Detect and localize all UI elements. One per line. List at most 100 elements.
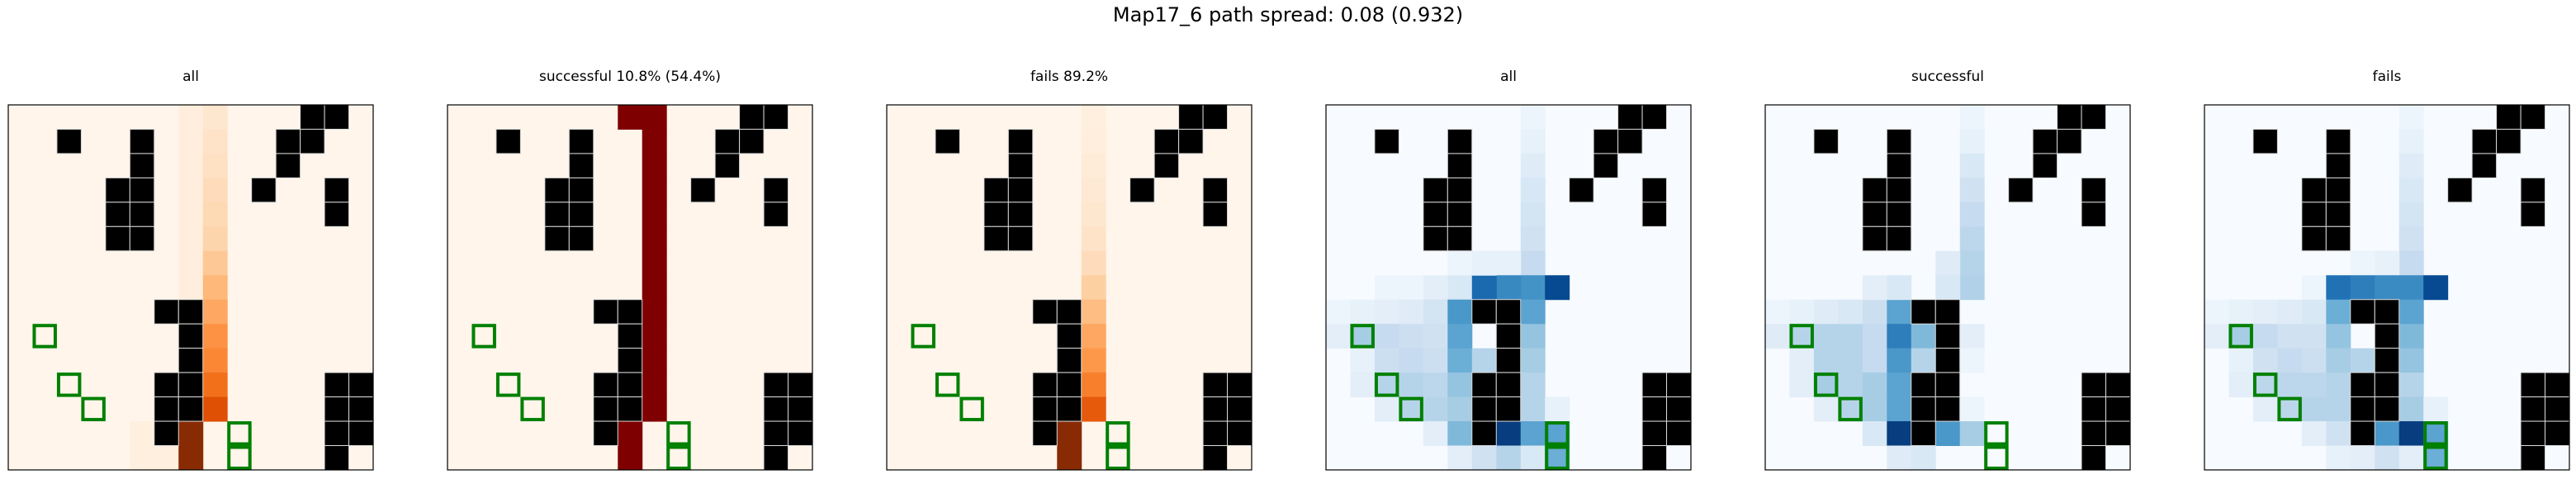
- wall-cell: [2374, 323, 2400, 349]
- wall-cell: [568, 202, 594, 227]
- goal-marker: [911, 324, 935, 349]
- heatmap-cell: [1959, 129, 1985, 154]
- heatmap-cell: [2398, 445, 2424, 471]
- wall-cell: [617, 299, 643, 325]
- heatmap-cell: [642, 299, 667, 325]
- panel-frame: [2204, 104, 2570, 471]
- heatmap-cell: [642, 226, 667, 252]
- heatmap-cell: [2326, 396, 2351, 422]
- goal-marker: [1374, 372, 1399, 397]
- heatmap-cell: [2350, 250, 2375, 276]
- wall-cell: [1032, 396, 1058, 422]
- wall-cell: [1227, 396, 1252, 422]
- wall-cell: [2545, 396, 2570, 422]
- heatmap-cell: [1081, 250, 1106, 276]
- heatmap-cell: [618, 105, 643, 130]
- heatmap-cell: [2398, 153, 2424, 178]
- wall-cell: [1032, 420, 1058, 447]
- wall-cell: [763, 177, 789, 203]
- wall-cell: [1423, 177, 1448, 203]
- heatmap-cell: [1520, 372, 1546, 398]
- wall-cell: [2008, 177, 2034, 203]
- wall-cell: [2350, 372, 2375, 398]
- wall-cell: [2081, 202, 2107, 227]
- heatmap-cell: [1081, 348, 1106, 373]
- wall-cell: [1007, 177, 1034, 203]
- heatmap-cell: [1911, 324, 1936, 349]
- wall-cell: [788, 420, 813, 447]
- heatmap-cell: [2398, 129, 2424, 154]
- wall-cell: [1423, 202, 1448, 227]
- wall-cell: [1153, 128, 1180, 154]
- heatmap-cell: [2326, 299, 2351, 325]
- heatmap-cell: [1887, 372, 1912, 398]
- wall-cell: [1447, 202, 1473, 227]
- heatmap-cell: [1789, 372, 1815, 398]
- heatmap-cell: [2252, 299, 2278, 325]
- heatmap-cell: [1081, 299, 1106, 325]
- wall-cell: [714, 153, 741, 178]
- heatmap-cell: [2252, 396, 2278, 422]
- wall-cell: [324, 445, 350, 471]
- heatmap-cell: [1081, 226, 1106, 252]
- heatmap-cell: [1520, 348, 1546, 373]
- heatmap-cell: [1520, 226, 1546, 252]
- wall-cell: [544, 202, 570, 227]
- wall-cell: [2496, 128, 2522, 154]
- heatmap-cell: [202, 275, 228, 301]
- wall-cell: [763, 445, 789, 471]
- wall-cell: [178, 323, 204, 349]
- heatmap-cell: [1838, 299, 1863, 325]
- wall-cell: [324, 202, 350, 227]
- heatmap-cell: [1959, 348, 1985, 373]
- heatmap-cell: [1423, 299, 1448, 325]
- wall-cell: [2325, 128, 2351, 154]
- heatmap-cell: [1862, 396, 1887, 422]
- panel-frame: [447, 104, 813, 471]
- heatmap-cell: [1520, 178, 1546, 203]
- wall-cell: [2081, 104, 2107, 130]
- wall-cell: [324, 420, 350, 447]
- heatmap-cell: [1081, 275, 1106, 301]
- wall-cell: [1202, 104, 1229, 130]
- heatmap-cell: [1887, 299, 1912, 325]
- heatmap-cell: [1959, 250, 1985, 276]
- heatmap-cell: [1911, 445, 1936, 471]
- wall-cell: [1495, 372, 1522, 398]
- wall-cell: [324, 177, 350, 203]
- wall-cell: [568, 177, 594, 203]
- heatmap-cell: [642, 153, 667, 178]
- heatmap-cell: [1081, 153, 1106, 178]
- wall-cell: [568, 128, 594, 154]
- goal-marker: [959, 396, 984, 422]
- figure-title: Map17_6 path spread: 0.08 (0.932): [1112, 3, 1464, 26]
- wall-cell: [2081, 420, 2107, 447]
- heatmap-cell: [1545, 396, 1570, 422]
- heatmap-cell: [130, 445, 155, 471]
- heatmap-cell: [1959, 324, 1985, 349]
- heatmap-cell: [202, 202, 228, 227]
- heatmap-cell: [1520, 250, 1546, 276]
- wall-cell: [348, 396, 374, 422]
- heatmap-cell: [1447, 324, 1473, 349]
- wall-cell: [2325, 225, 2351, 252]
- wall-cell: [129, 177, 155, 203]
- wall-cell: [1569, 177, 1594, 203]
- wall-cell: [1886, 202, 1912, 227]
- wall-cell: [1202, 372, 1229, 398]
- wall-cell: [2350, 299, 2375, 325]
- wall-cell: [1178, 128, 1204, 154]
- wall-cell: [1007, 128, 1034, 154]
- heatmap-cell: [178, 178, 204, 203]
- heatmap-cell: [2398, 421, 2424, 447]
- panel-title: fails 89.2%: [1030, 69, 1108, 85]
- heatmap-cell: [1447, 421, 1473, 447]
- heatmap-cell: [2398, 226, 2424, 252]
- heatmap-cell: [1959, 153, 1985, 178]
- panel-title: fails: [2373, 69, 2402, 85]
- wall-cell: [1056, 299, 1082, 325]
- wall-cell: [2471, 153, 2498, 178]
- heatmap-cell: [1350, 299, 1376, 325]
- wall-cell: [690, 177, 716, 203]
- wall-cell: [105, 202, 130, 227]
